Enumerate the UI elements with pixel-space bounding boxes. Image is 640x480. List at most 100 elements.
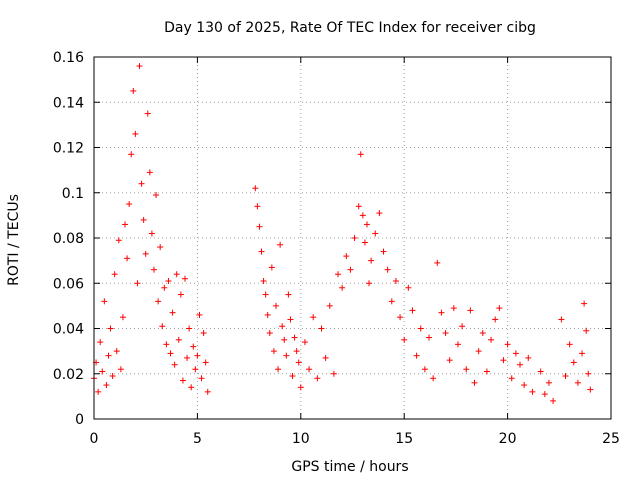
data-point <box>442 330 449 337</box>
data-point <box>179 377 186 384</box>
data-point <box>167 350 174 357</box>
data-point <box>171 361 178 368</box>
data-point <box>310 314 317 321</box>
data-point <box>570 359 577 366</box>
data-point <box>126 201 133 208</box>
data-point <box>492 316 499 323</box>
x-tick-label: 15 <box>395 431 413 447</box>
data-points <box>91 63 594 404</box>
y-tick-label: 0.14 <box>53 95 84 111</box>
data-point <box>335 271 342 278</box>
axis-ticks: 0 5 10 15 20 25 0 0.02 0.04 0.06 0.08 0.1 0.12 0.14 0.… <box>53 50 620 447</box>
data-point <box>268 264 275 271</box>
data-point <box>488 336 495 343</box>
data-point <box>107 325 114 332</box>
data-point <box>388 298 395 305</box>
data-point <box>318 325 325 332</box>
data-point <box>155 298 162 305</box>
data-point <box>562 373 569 380</box>
data-point <box>192 366 199 373</box>
data-point <box>330 370 337 377</box>
data-point <box>326 302 333 309</box>
data-point <box>384 266 391 273</box>
data-point <box>132 130 139 137</box>
data-point <box>150 266 157 273</box>
data-point <box>454 341 461 348</box>
data-point <box>99 368 106 375</box>
data-point <box>198 375 205 382</box>
data-point <box>574 379 581 386</box>
data-point <box>483 368 490 375</box>
data-point <box>545 379 552 386</box>
y-tick-label: 0.06 <box>53 276 84 292</box>
data-point <box>355 203 362 210</box>
data-point <box>409 307 416 314</box>
data-point <box>475 348 482 355</box>
data-point <box>105 352 112 359</box>
data-point <box>359 212 366 219</box>
x-tick-label: 10 <box>292 431 310 447</box>
data-point <box>136 63 143 70</box>
data-point <box>140 216 147 223</box>
data-point <box>260 277 267 284</box>
data-point <box>109 373 116 380</box>
data-point <box>529 388 536 395</box>
data-point <box>392 277 399 284</box>
data-point <box>372 230 379 237</box>
data-point <box>119 314 126 321</box>
data-point <box>122 221 129 228</box>
data-point <box>397 314 404 321</box>
data-point <box>583 327 590 334</box>
data-point <box>363 221 370 228</box>
data-point <box>194 352 201 359</box>
data-point <box>297 384 304 391</box>
data-point <box>550 397 557 404</box>
data-point <box>479 330 486 337</box>
data-point <box>157 244 164 251</box>
data-point <box>517 361 524 368</box>
grid-layer <box>94 57 611 419</box>
data-point <box>184 354 191 361</box>
data-point <box>256 223 263 230</box>
data-point <box>148 230 155 237</box>
data-point <box>287 316 294 323</box>
data-point <box>165 277 172 284</box>
data-point <box>281 336 288 343</box>
data-point <box>115 237 122 244</box>
x-tick-label: 5 <box>193 431 202 447</box>
data-point <box>496 305 503 312</box>
data-point <box>283 352 290 359</box>
data-point <box>101 298 108 305</box>
data-point <box>521 382 528 389</box>
data-point <box>103 382 110 389</box>
x-tick-label: 20 <box>499 431 517 447</box>
data-point <box>204 388 211 395</box>
data-point <box>264 311 271 318</box>
data-point <box>438 309 445 316</box>
data-point <box>401 336 408 343</box>
data-point <box>173 271 180 278</box>
data-point <box>279 323 286 330</box>
data-point <box>291 334 298 341</box>
data-point <box>202 359 209 366</box>
data-point <box>579 350 586 357</box>
data-point <box>285 291 292 298</box>
y-tick-label: 0.1 <box>62 186 84 202</box>
chart-title: Day 130 of 2025, Rate Of TEC Index for r… <box>164 20 536 36</box>
data-point <box>95 388 102 395</box>
data-point <box>134 280 141 287</box>
data-point <box>254 203 261 210</box>
data-point <box>97 339 104 346</box>
data-point <box>581 300 588 307</box>
data-point <box>124 255 131 262</box>
data-point <box>314 375 321 382</box>
data-point <box>301 339 308 346</box>
data-point <box>512 350 519 357</box>
data-point <box>161 284 168 291</box>
data-point <box>347 266 354 273</box>
data-point <box>504 341 511 348</box>
data-point <box>537 368 544 375</box>
data-point <box>144 110 151 117</box>
data-point <box>351 235 358 241</box>
